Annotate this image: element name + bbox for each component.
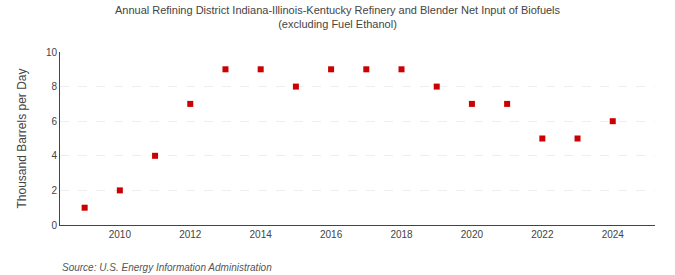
svg-text:8: 8 — [51, 81, 57, 92]
svg-text:0: 0 — [51, 220, 57, 231]
svg-text:2020: 2020 — [461, 229, 484, 240]
svg-text:Thousand Barrels per Day: Thousand Barrels per Day — [15, 68, 29, 208]
svg-text:2022: 2022 — [531, 229, 554, 240]
svg-text:2024: 2024 — [602, 229, 625, 240]
svg-text:2010: 2010 — [109, 229, 132, 240]
svg-text:2018: 2018 — [390, 229, 413, 240]
svg-text:Annual Refining District India: Annual Refining District Indiana-Illinoi… — [115, 4, 561, 30]
svg-text:2016: 2016 — [320, 229, 343, 240]
svg-text:6: 6 — [51, 116, 57, 127]
svg-text:2: 2 — [51, 185, 57, 196]
svg-text:2014: 2014 — [250, 229, 273, 240]
svg-text:2012: 2012 — [179, 229, 202, 240]
svg-text:4: 4 — [51, 150, 57, 161]
svg-text:10: 10 — [46, 47, 58, 58]
svg-text:Source: U.S. Energy Informatio: Source: U.S. Energy Information Administ… — [62, 262, 272, 273]
